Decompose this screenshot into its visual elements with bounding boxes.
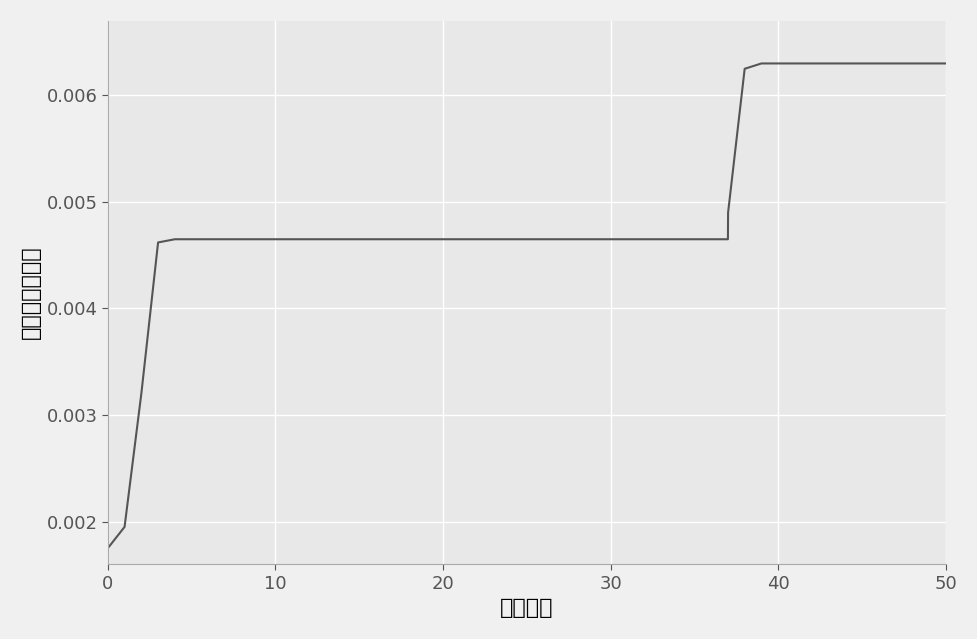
Y-axis label: 最优个体适用值: 最优个体适用值 xyxy=(21,246,41,339)
X-axis label: 迭代次数: 迭代次数 xyxy=(499,598,553,618)
